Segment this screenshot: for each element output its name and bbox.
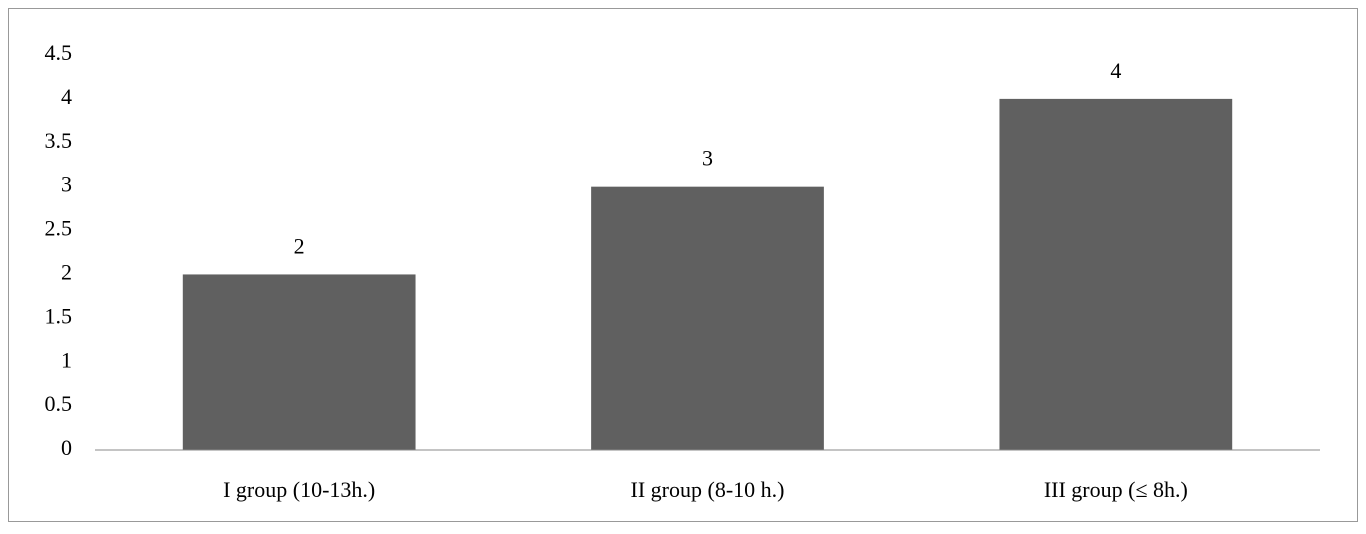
data-label: 3 (702, 146, 713, 171)
y-tick-label: 0.5 (45, 391, 73, 416)
bar (999, 98, 1233, 450)
y-tick-label: 2.5 (45, 216, 73, 241)
y-tick-label: 4 (61, 84, 72, 109)
x-tick-label: III group (≤ 8h.) (1044, 477, 1188, 502)
bar (591, 186, 824, 450)
y-tick-label: 3 (61, 172, 72, 197)
y-tick-label: 1.5 (45, 303, 73, 328)
y-tick-label: 2 (61, 259, 72, 284)
y-tick-label: 1 (61, 347, 72, 372)
x-tick-label: I group (10-13h.) (223, 477, 375, 502)
x-tick-label: II group (8-10 h.) (631, 477, 785, 502)
y-tick-label: 4.5 (45, 40, 73, 65)
data-label: 2 (294, 233, 305, 258)
y-tick-label: 0 (61, 435, 72, 460)
data-label: 4 (1110, 58, 1121, 83)
y-tick-label: 3.5 (45, 128, 73, 153)
bar (182, 274, 416, 450)
